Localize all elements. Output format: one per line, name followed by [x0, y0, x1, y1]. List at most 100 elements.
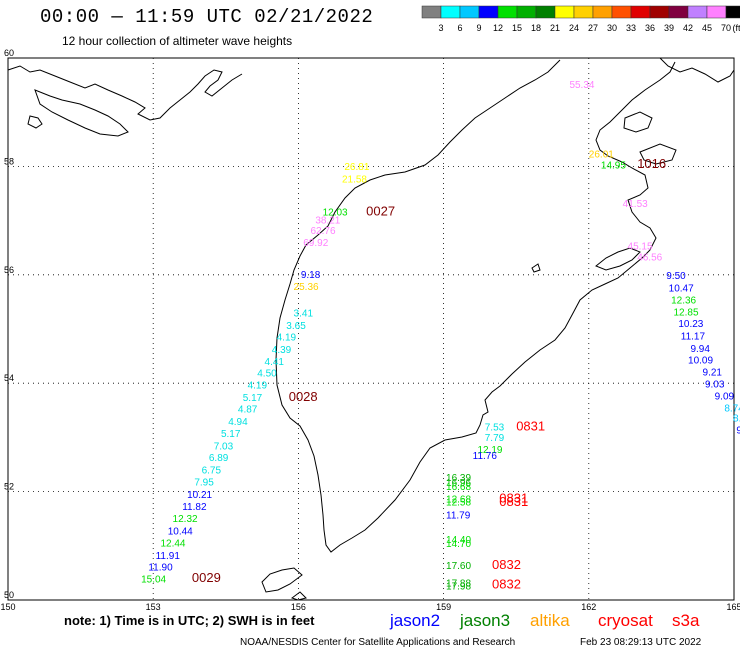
page-title: 00:00 — 11:59 UTC 02/21/2022 — [40, 6, 374, 28]
wave-height-label: 16.68 — [446, 482, 471, 493]
kamchatka-coastline — [275, 59, 676, 553]
wave-height-label: 14.40 — [446, 535, 471, 546]
wave-height-label: 3.65 — [286, 321, 306, 332]
wave-height-label: 11.76 — [473, 451, 498, 462]
karaginsky-coastline — [639, 143, 677, 165]
legend-label: 33 — [626, 23, 636, 33]
legend-label: 6 — [457, 23, 462, 33]
legend-swatch — [573, 5, 594, 19]
wave-height-label: 10.21 — [187, 490, 212, 501]
wave-height-label: 12.68 — [446, 494, 471, 505]
wave-height-label: 6.89 — [209, 453, 229, 464]
legend-label: 36 — [645, 23, 655, 33]
wave-height-label: 12.19 — [477, 445, 502, 456]
wave-height-label: 38.21 — [315, 215, 340, 226]
kuril-island-coastline-2 — [290, 591, 307, 601]
coastlines — [7, 57, 735, 601]
satellite-name-s3a: s3a — [672, 611, 700, 630]
legend-swatch — [725, 5, 740, 19]
wave-height-label: 11.91 — [156, 551, 181, 562]
footer-timestamp: Feb 23 08:29:13 UTC 2022 — [580, 637, 702, 648]
longitude-label: 162 — [581, 602, 596, 612]
wave-height-label: 55.34 — [569, 80, 594, 91]
wave-height-label: 7.95 — [194, 478, 214, 489]
wave-height-label: 14.95 — [601, 161, 626, 172]
footer-note: note: 1) Time is in UTC; 2) SWH is in fe… — [64, 613, 315, 628]
legend-swatch — [459, 5, 480, 19]
wave-height-label: 21.58 — [342, 175, 367, 186]
kuril-island-coastline — [261, 567, 303, 593]
page-subtitle: 12 hour collection of altimeter wave hei… — [62, 34, 293, 48]
legend-swatch — [611, 5, 632, 19]
legend-swatch — [497, 5, 518, 19]
wave-height-label: 10.44 — [168, 526, 193, 537]
okhotsk-north-coastline — [7, 65, 243, 121]
latitude-label: 54 — [4, 373, 14, 383]
commander-island-coastline — [595, 247, 641, 271]
legend-label: 24 — [569, 23, 579, 33]
wave-height-label: 25.36 — [294, 282, 319, 293]
wave-height-label: 9.03 — [705, 380, 725, 391]
wave-height-label: 10.09 — [688, 356, 713, 367]
wave-height-label: 4.39 — [272, 345, 292, 356]
wave-height-label: 9.50 — [666, 271, 686, 282]
map-frame — [7, 57, 735, 601]
wave-height-label: 7.79 — [485, 433, 505, 444]
wave-height-label: 69.92 — [303, 238, 328, 249]
legend-label: 27 — [588, 23, 598, 33]
wave-height-label: 26.01 — [589, 150, 614, 161]
satellite-name-jason3: jason3 — [459, 611, 510, 630]
legend-swatch — [440, 5, 461, 19]
latitude-label: 50 — [4, 590, 14, 600]
legend-swatch — [630, 5, 651, 19]
latitude-label: 58 — [4, 156, 14, 166]
pass-time-label: 0831 — [516, 418, 545, 433]
satellite-name-altika: altika — [530, 611, 570, 630]
wave-height-label: 5.17 — [221, 429, 241, 440]
wave-height-label: 8.74 — [724, 403, 740, 414]
wave-height-label: 11.82 — [182, 502, 207, 513]
satellite-name-cryosat: cryosat — [598, 611, 653, 630]
graticule — [8, 58, 734, 600]
legend-swatch — [516, 5, 537, 19]
wave-height-label: 17.98 — [446, 582, 471, 593]
island-coastline — [27, 115, 43, 129]
wave-height-label: 9.21 — [703, 368, 723, 379]
commander-island-coastline-2 — [531, 263, 541, 273]
wave-height-label: 4.87 — [238, 404, 258, 415]
wave-height-label: 16.96 — [446, 478, 471, 489]
wave-height-label: 10.47 — [669, 284, 694, 295]
wave-height-label: 9 — [736, 426, 740, 437]
legend-swatch — [687, 5, 708, 19]
legend-swatch — [649, 5, 670, 19]
wave-height-label: 12.36 — [671, 296, 696, 307]
wave-height-label: 45.15 — [628, 241, 653, 252]
latitude-label: 52 — [4, 482, 14, 492]
longitude-labels: 150 153 156 159 162 165 — [0, 602, 740, 612]
wave-height-label: 12.32 — [173, 514, 198, 525]
wave-height-label: 11.90 — [148, 563, 173, 574]
legend-label: 70 — [721, 23, 731, 33]
pass-time-label: 0832 — [492, 577, 521, 592]
legend-label: 45 — [702, 23, 712, 33]
wave-height-label: 7.53 — [485, 422, 505, 433]
wave-height-label: 15.04 — [141, 575, 166, 586]
legend-swatch — [706, 5, 727, 19]
legend-label: 3 — [438, 23, 443, 33]
wave-height-label: 4.19 — [248, 381, 268, 392]
wave-height-label: 4.19 — [277, 332, 297, 343]
legend-label: 39 — [664, 23, 674, 33]
wave-height-label: 12.03 — [323, 208, 348, 219]
wave-height-label: 5.17 — [243, 393, 263, 404]
pass-time-label: 0832 — [492, 557, 521, 572]
wave-height-label: 26.81 — [344, 162, 369, 173]
wave-height-label: 9.94 — [690, 344, 710, 355]
wave-height-label: 3.41 — [294, 309, 314, 320]
legend-swatch — [478, 5, 499, 19]
legend-swatch — [421, 5, 442, 19]
pass-time-label: 0831 — [499, 490, 528, 505]
legend-unit: (ft) — [733, 23, 740, 33]
pass-time-label: 0831 — [499, 494, 528, 509]
legend-label: 18 — [531, 23, 541, 33]
